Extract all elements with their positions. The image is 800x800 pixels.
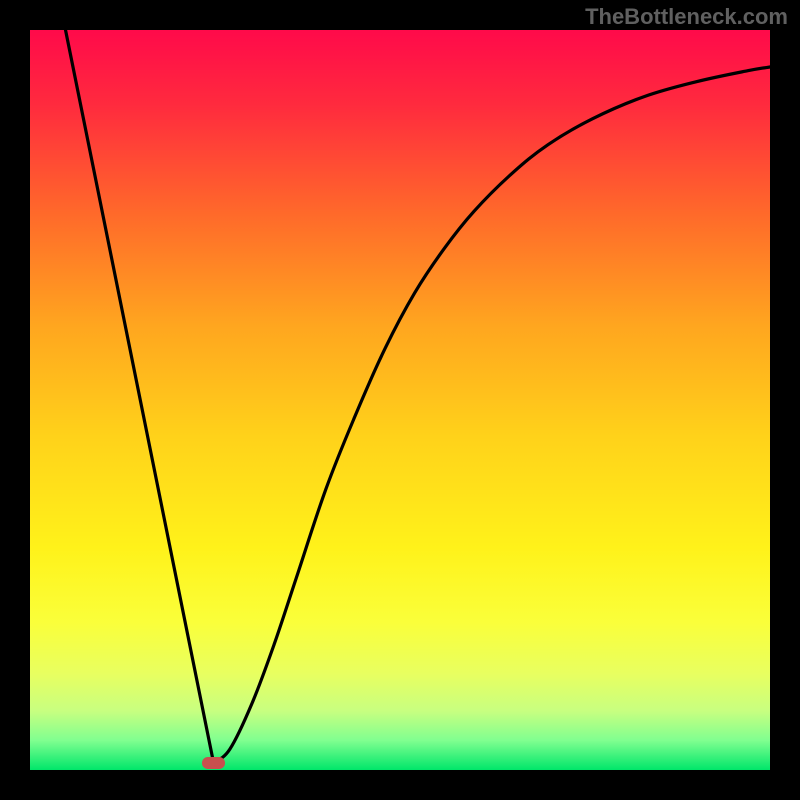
- bottleneck-curve: [30, 30, 770, 770]
- curve-path-right: [214, 67, 770, 763]
- curve-path: [66, 30, 214, 763]
- minimum-marker: [202, 757, 224, 769]
- watermark-text: TheBottleneck.com: [585, 4, 788, 30]
- plot-area: [30, 30, 770, 770]
